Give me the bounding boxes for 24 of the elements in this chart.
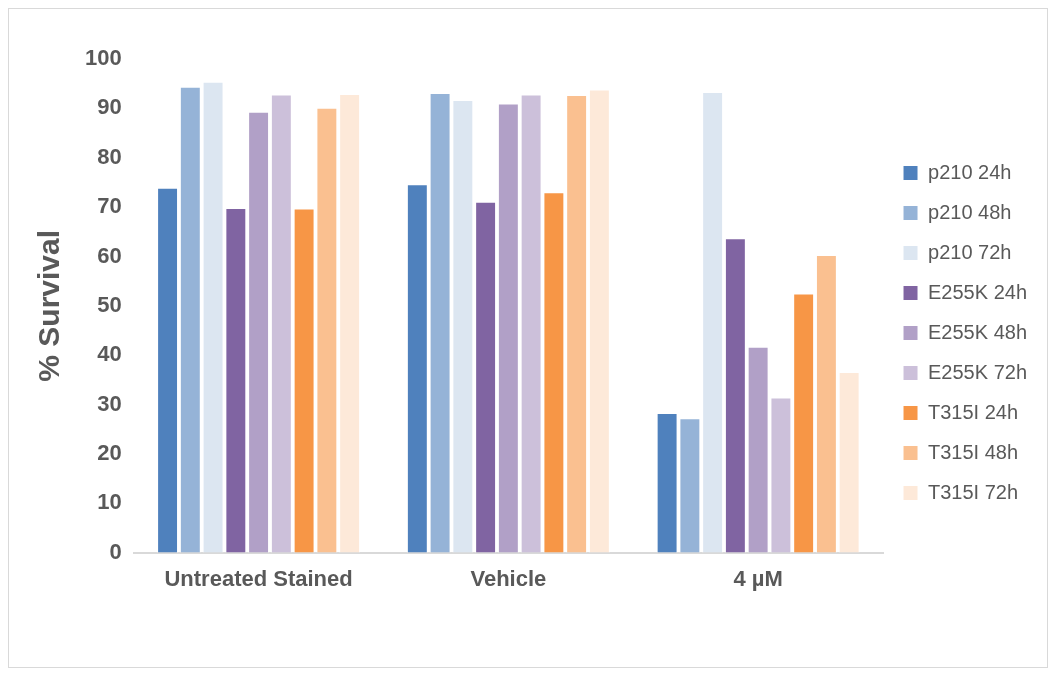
x-tick-label: Vehicle: [470, 565, 547, 591]
legend-label: p210 48h: [928, 200, 1012, 223]
x-tick-label: Untreated Stained: [164, 565, 353, 591]
y-tick-label: 70: [97, 193, 122, 219]
y-tick-label: 30: [97, 390, 122, 416]
y-axis-title: % Survival: [32, 229, 66, 382]
legend-label: E255K 48h: [928, 320, 1028, 343]
y-tick-label: 50: [97, 291, 122, 317]
legend-label: p210 72h: [928, 240, 1012, 263]
y-tick-label: 80: [97, 143, 122, 169]
legend-label: T315I 48h: [928, 440, 1019, 463]
y-tick-label: 100: [84, 45, 122, 71]
y-tick-label: 10: [97, 489, 122, 515]
legend-label: T315I 24h: [928, 400, 1019, 423]
legend-label: E255K 24h: [928, 280, 1028, 303]
y-tick-label: 60: [97, 242, 122, 268]
legend-label: T315I 72h: [928, 480, 1019, 503]
y-tick-label: 90: [97, 94, 122, 120]
x-tick-label: 4 µM: [733, 565, 783, 591]
legend-label: E255K 72h: [928, 360, 1028, 383]
y-tick-label: 40: [97, 341, 122, 367]
y-tick-label: 0: [109, 538, 122, 564]
y-tick-label: 20: [97, 439, 122, 465]
legend-label: p210 24h: [928, 160, 1012, 183]
